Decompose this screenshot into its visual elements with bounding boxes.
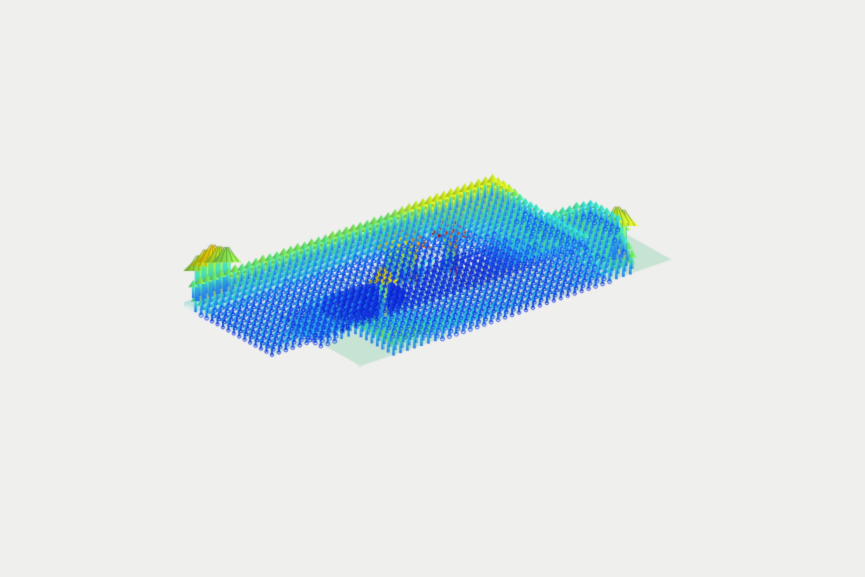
visualization-viewport: [0, 0, 865, 577]
vector-field-canvas[interactable]: [0, 0, 865, 577]
